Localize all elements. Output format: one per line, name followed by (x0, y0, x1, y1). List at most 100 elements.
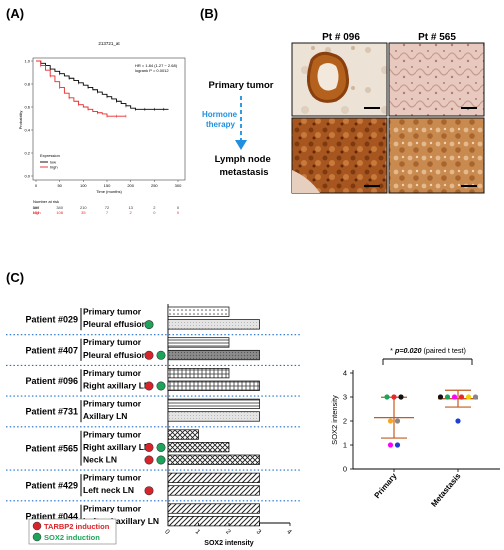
km-xlabel: Time (months) (96, 189, 122, 194)
patient-label: Patient #407 (25, 345, 78, 355)
km-y-tick-label: 0.8 (24, 81, 30, 86)
scatter-point (387, 418, 394, 424)
pvalue-star: * (390, 346, 395, 355)
bar-x-tick-label: 4 (285, 528, 293, 536)
patient-label: Patient #096 (25, 376, 78, 386)
scatter-points (384, 394, 479, 448)
patient-label: Patient #029 (25, 315, 78, 325)
patient-label: Patient #044 (25, 511, 78, 521)
risk-cell: 7 (106, 210, 109, 215)
scatter-categories: Primary Metastasis (372, 469, 463, 509)
km-y-tick-label: 0.4 (24, 127, 30, 132)
risk-cell: 72 (105, 205, 110, 210)
sample-label: Primary tumor (83, 429, 142, 439)
risk-cell: 35 (81, 210, 86, 215)
sox2-bar (167, 516, 260, 527)
scatter-point (387, 442, 394, 448)
scatter-y-tick-label: 0 (343, 465, 347, 474)
col-label-pt565: Pt # 565 (418, 32, 456, 43)
sox2-bar (167, 337, 230, 348)
sox2-bar (167, 306, 230, 317)
km-legend-title: Expression (40, 153, 60, 158)
panel-label-b: (B) (200, 6, 218, 21)
scatter-point (451, 394, 458, 400)
km-plot-frame (32, 57, 186, 181)
sample-label: Primary tumor (83, 337, 142, 347)
patient-label: Patient #565 (25, 444, 78, 454)
bar-x-tick-label: 1 (194, 528, 202, 536)
scatter-point (384, 394, 390, 400)
scatter-point (394, 418, 401, 424)
risk-cell: 0 (177, 205, 180, 210)
sox2-bar (167, 349, 260, 361)
scatter-point (437, 394, 444, 400)
risk-table-title: Number at risk (33, 199, 59, 204)
scatter-point (444, 394, 451, 400)
metastasis-label-line1: Lymph node (215, 154, 271, 165)
sox2-bar (167, 368, 230, 379)
bar-x-tick-label: 3 (255, 528, 263, 536)
patient-group: Primary tumor Axillary LN Patient #731 (25, 399, 260, 423)
bar-x-tick-label: 0 (163, 528, 171, 536)
sample-label: Primary tumor (83, 399, 142, 409)
km-curve-high (36, 60, 126, 117)
risk-cell: 0 (177, 210, 180, 215)
sample-label: Left neck LN (83, 485, 134, 495)
scatter-y-tick-label: 1 (343, 441, 347, 450)
sample-label: Axillary LN (83, 411, 127, 421)
sox2-bar (167, 503, 260, 514)
scatter-point (458, 394, 465, 400)
sox2-bar (167, 319, 260, 330)
km-logrank-text: logrank P = 0.0012 (135, 68, 169, 73)
sox2-bar (167, 442, 230, 453)
scatter-point (398, 394, 404, 400)
tarbp2-legend-marker (32, 521, 42, 531)
km-y-tick-label: 0.6 (24, 104, 30, 109)
km-series (36, 60, 169, 118)
tarbp2-marker (144, 442, 154, 452)
bar-x-ticks: 0 1 2 3 4 (163, 523, 293, 536)
risk-cell: 2 (153, 205, 156, 210)
patient-label: Patient #429 (25, 481, 78, 491)
col-label-pt096: Pt # 096 (322, 32, 360, 43)
scatter-point (465, 394, 472, 400)
sox2-bar (167, 429, 199, 440)
km-survival-plot: 213721_at HR = 1.84 (1.27 − 2.68) logran… (18, 41, 186, 215)
stroma-region (292, 170, 320, 193)
tarbp2-marker (144, 486, 154, 496)
sox2-scatter-plot: * p=0.020 (paired t test) SOX2 intensity… (330, 346, 500, 509)
km-x-tick-label: 250 (151, 183, 158, 188)
sox2-bar-chart: Primary tumor Pleural effusion Patient #02… (6, 304, 302, 547)
bar-xlabel: SOX2 intensity (204, 540, 254, 547)
sox2-marker (144, 320, 154, 330)
scatter-point (472, 394, 479, 400)
sample-label: Right axillary LN (83, 442, 150, 452)
scatter-ylabel: SOX2 intensity (330, 395, 339, 445)
primary-tumor-label: Primary tumor (209, 80, 274, 91)
hormone-therapy-line2: therapy (206, 120, 235, 129)
km-legend-label: high (50, 165, 58, 170)
lymph-node-metastasis-label: Lymph node metastasis (215, 154, 274, 178)
sox2-bar (167, 454, 260, 465)
sample-label: Primary tumor (83, 368, 142, 378)
scatter-y-tick-label: 3 (343, 393, 347, 402)
tarbp2-legend-label: TARBP2 induction (44, 522, 110, 531)
panel-label-c: (C) (6, 270, 24, 285)
risk-cell: 397 (33, 205, 40, 210)
risk-cell: 210 (80, 205, 87, 210)
risk-row-label: low (33, 205, 39, 210)
sample-label: Right axillary LN (83, 381, 150, 391)
km-y-tick-label: 1.0 (24, 58, 30, 63)
sample-label: Pleural effusion (83, 350, 147, 360)
km-legend-label: low (50, 160, 56, 165)
risk-cell: 0 (153, 210, 156, 215)
pvalue-value: p=0.020 (394, 346, 422, 355)
panel-label-a: (A) (6, 6, 24, 21)
patient-group: Primary tumor Left neck LN Patient #429 (25, 473, 260, 497)
sample-label: Primary tumor (83, 503, 142, 513)
legend-box (28, 518, 117, 545)
risk-cell: 2 (130, 210, 133, 215)
patient-group: Primary tumor Pleural effusion Patient #02… (25, 306, 260, 331)
histology-panel: Primary tumor Hormone therapy Lymph node… (202, 32, 485, 194)
